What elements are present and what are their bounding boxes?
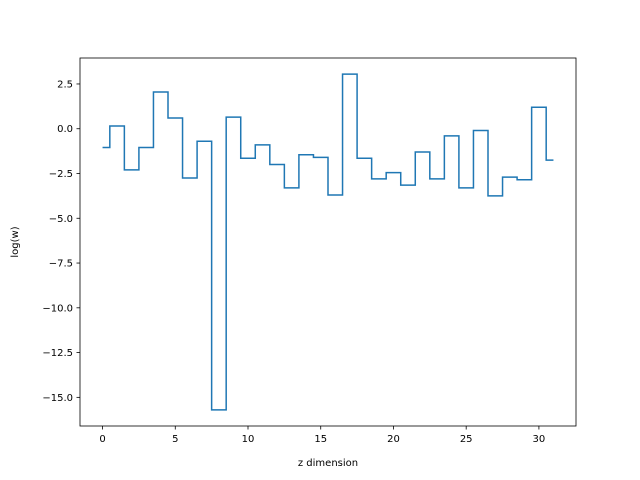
x-tick-label: 0 [99, 434, 105, 445]
y-axis-label: log(w) [10, 226, 21, 257]
axes-frame [79, 57, 577, 427]
x-tick-label: 10 [242, 434, 255, 445]
y-tick-label: −5.0 [49, 214, 73, 225]
y-tick-label: −10.0 [42, 303, 73, 314]
x-tick-label: 25 [460, 434, 473, 445]
x-tick-label: 15 [314, 434, 327, 445]
x-tick-label: 5 [172, 434, 178, 445]
x-tick-label: 20 [387, 434, 400, 445]
y-tick-label: −7.5 [49, 259, 73, 270]
y-tick-label: −2.5 [49, 169, 73, 180]
y-tick-label: −12.5 [42, 348, 73, 359]
y-tick-label: 2.5 [57, 79, 73, 90]
x-tick-label: 30 [533, 434, 546, 445]
y-tick-label: −15.0 [42, 393, 73, 404]
x-axis-label: z dimension [298, 458, 358, 469]
y-axis-ticks: 2.5 0.0 −2.5 −5.0 −7.5 −10.0 −12.5 −15.0 [42, 79, 80, 404]
y-tick-label: 0.0 [57, 124, 73, 135]
series-line [102, 73, 554, 411]
x-axis-ticks: 0 5 10 15 20 25 30 [99, 426, 545, 445]
